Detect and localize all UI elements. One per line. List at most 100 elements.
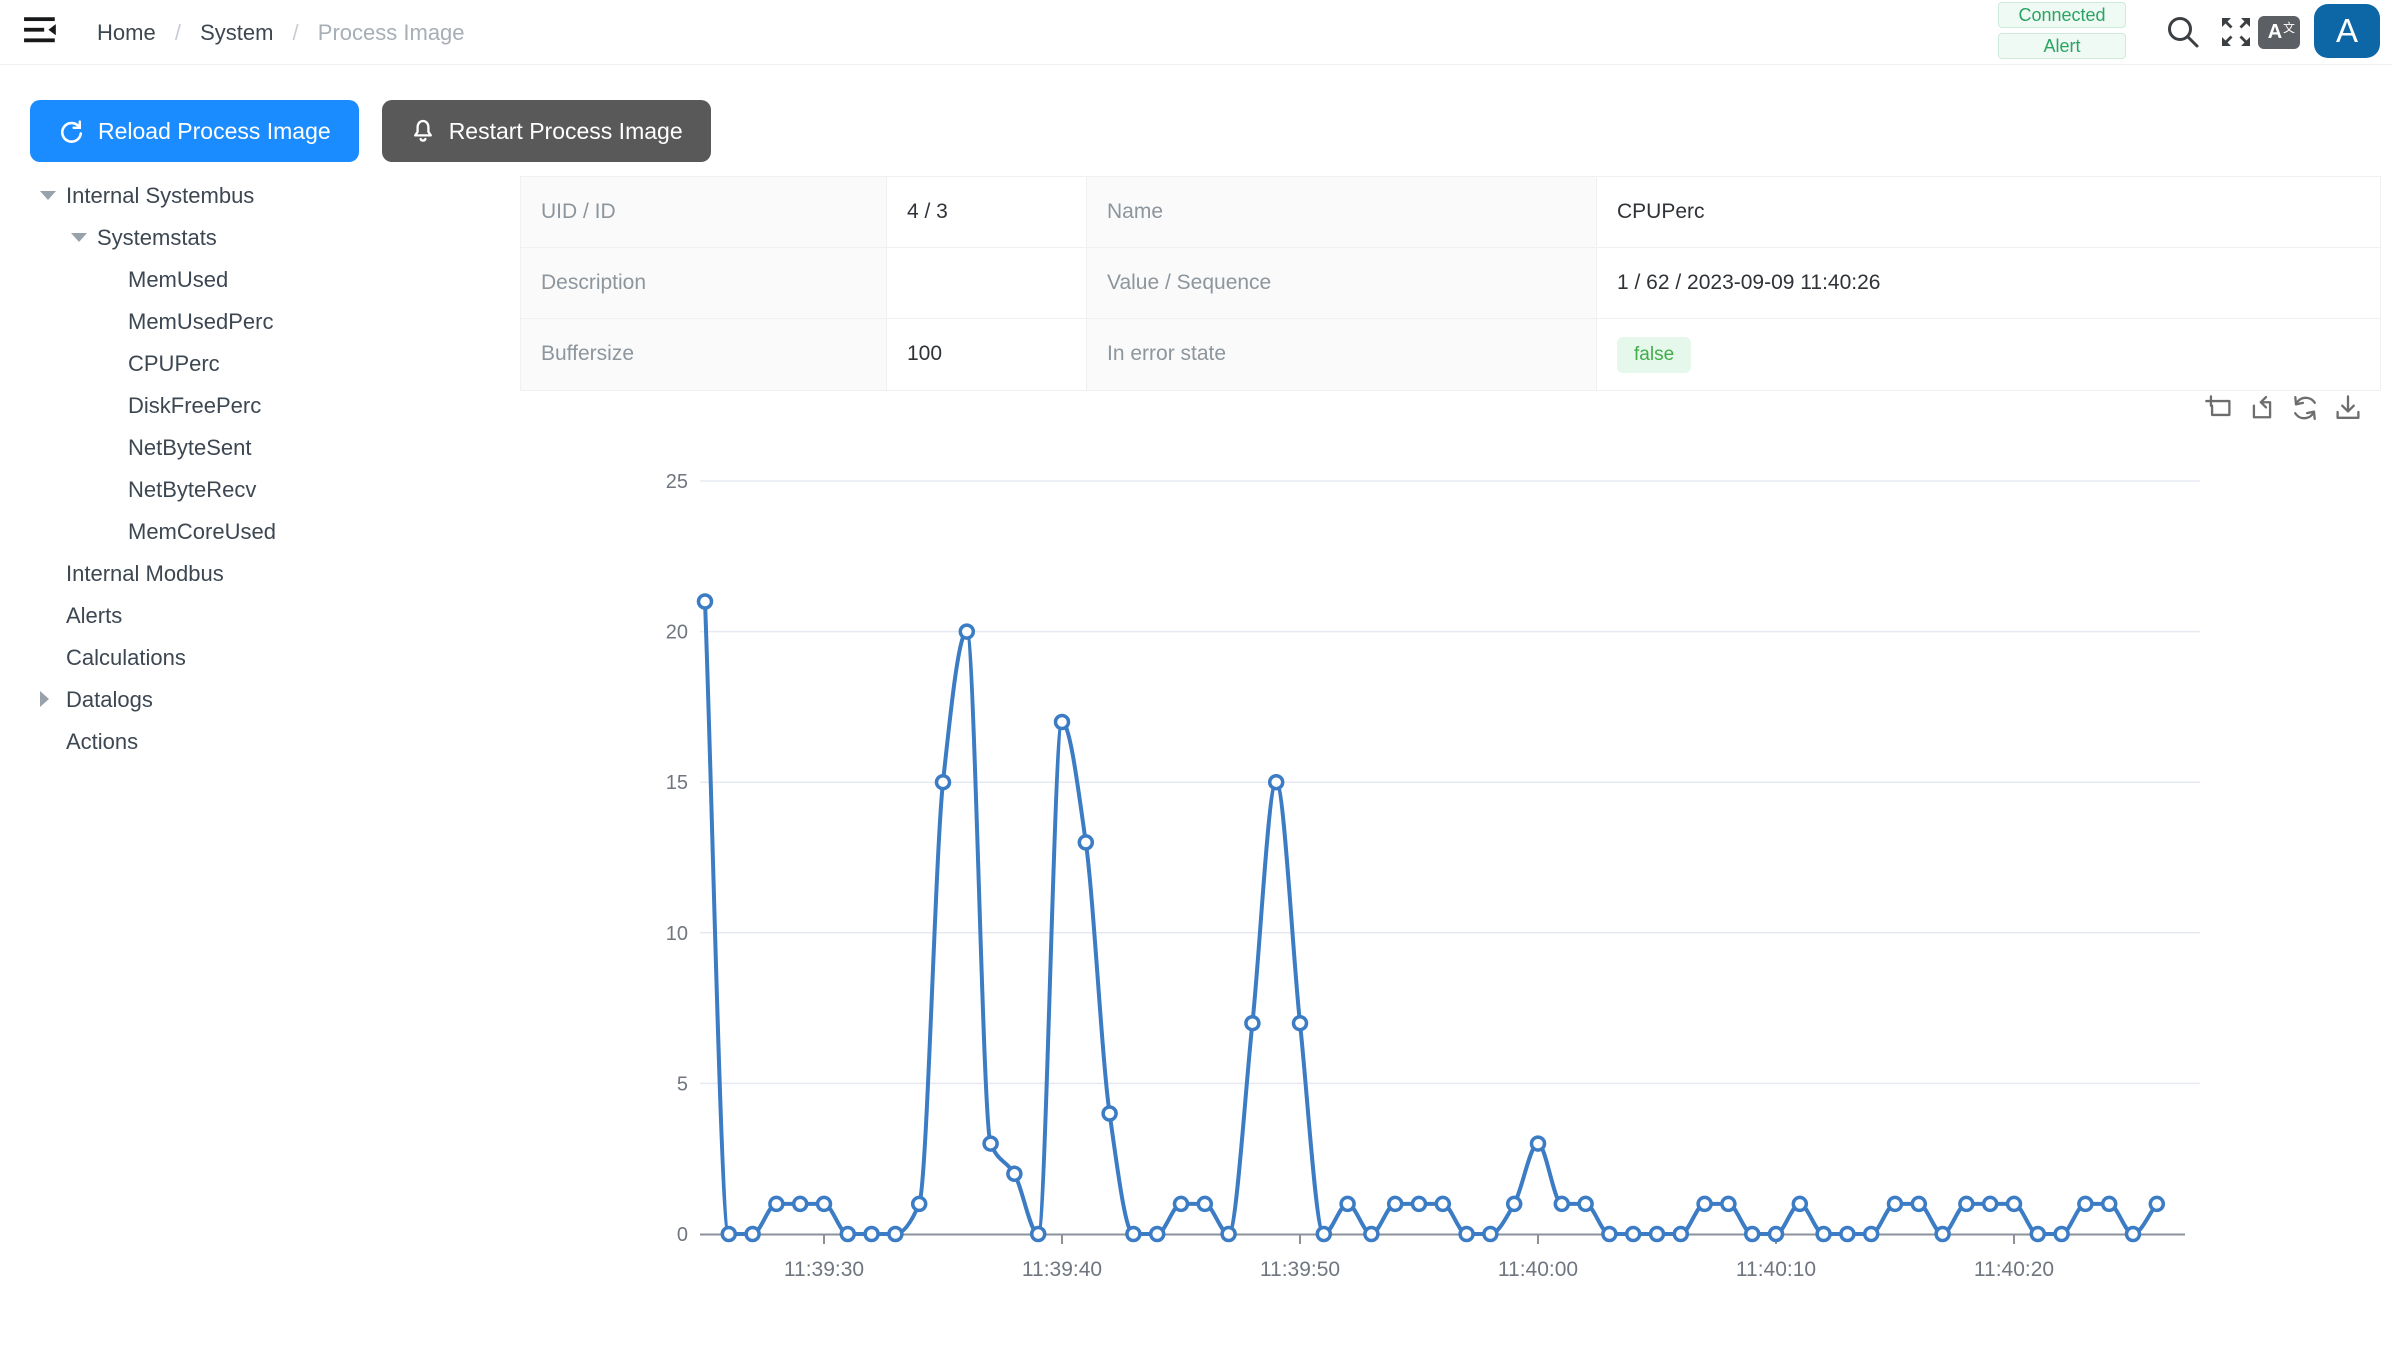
data-point-marker: [2124, 1225, 2142, 1243]
data-point-marker: [887, 1225, 904, 1243]
y-axis-tick-label: 5: [677, 1073, 688, 1095]
breadcrumb: Home / System / Process Image: [97, 0, 465, 65]
tree-item-alerts[interactable]: Alerts: [0, 595, 480, 637]
data-point-marker: [2077, 1195, 2094, 1213]
breadcrumb-home[interactable]: Home: [97, 20, 156, 45]
data-point-marker: [1958, 1195, 1975, 1213]
tree-item-cpuperc[interactable]: CPUPerc: [0, 343, 480, 385]
menu-fold-icon[interactable]: [22, 14, 60, 50]
data-point-marker: [720, 1225, 738, 1243]
tree-item-memused[interactable]: MemUsed: [0, 259, 480, 301]
restart-process-image-button[interactable]: Restart Process Image: [381, 100, 711, 162]
reload-button-label: Reload Process Image: [98, 117, 331, 144]
data-point-marker: [1482, 1225, 1499, 1243]
tree-item-label: DiskFreePerc: [128, 393, 262, 418]
avatar[interactable]: A: [2314, 4, 2380, 58]
zoom-select-icon[interactable]: [2202, 392, 2236, 426]
process-image-actions: Reload Process Image Restart Process Ima…: [30, 100, 711, 162]
data-point-marker: [1244, 1014, 1261, 1032]
breadcrumb-current-page: Process Image: [317, 20, 465, 45]
caret-down-icon[interactable]: [40, 175, 66, 217]
alert-badge: Alert: [1998, 33, 2126, 59]
data-point-marker: [1767, 1225, 1785, 1243]
tree-item-label: NetByteSent: [128, 435, 252, 460]
reload-icon: [61, 119, 83, 143]
fullscreen-icon[interactable]: [2217, 13, 2255, 51]
restore-icon[interactable]: [2288, 392, 2322, 426]
data-point-marker: [1363, 1225, 1380, 1243]
tree-item-label: NetByteRecv: [128, 477, 257, 502]
data-point-marker: [1910, 1195, 1928, 1213]
save-image-icon[interactable]: [2331, 392, 2365, 426]
data-point-marker: [1125, 1225, 1142, 1243]
detail-value: 4 / 3: [887, 177, 1087, 248]
data-point-marker: [958, 623, 976, 640]
y-axis-tick-label: 15: [666, 772, 688, 794]
tree-item-label: Internal Systembus: [66, 183, 255, 208]
data-point-marker: [1672, 1225, 1690, 1243]
tree-item-memcoreused[interactable]: MemCoreUsed: [0, 511, 480, 553]
data-point-marker: [2100, 1195, 2118, 1213]
detail-value: 1 / 62 / 2023-09-09 11:40:26: [1597, 248, 2380, 319]
data-point-marker: [791, 1195, 809, 1213]
breadcrumb-system[interactable]: System: [200, 20, 274, 45]
data-point-marker: [2148, 1195, 2166, 1213]
data-point-marker: [1006, 1165, 1023, 1183]
tree-item-diskfreeperc[interactable]: DiskFreePerc: [0, 385, 480, 427]
data-point-marker: [1172, 1195, 1190, 1213]
tree-item-datalogs[interactable]: Datalogs: [0, 679, 480, 721]
data-point-marker: [1410, 1195, 1428, 1213]
caret-down-icon[interactable]: [71, 217, 97, 259]
data-point-marker: [1553, 1195, 1571, 1213]
tree-item-netbyterecv[interactable]: NetByteRecv: [0, 469, 480, 511]
data-point-marker: [1101, 1105, 1118, 1122]
tree-item-label: MemUsed: [128, 267, 229, 292]
translate-icon[interactable]: A 文: [2258, 16, 2300, 49]
connection-status: Connected Alert: [1998, 2, 2126, 64]
data-point-marker: [863, 1225, 880, 1243]
data-point-marker: [910, 1195, 928, 1213]
tree-item-internal-systembus[interactable]: Internal Systembus: [0, 175, 480, 217]
data-point-marker: [1624, 1225, 1642, 1243]
data-point-marker: [1886, 1195, 1904, 1213]
tree-item-label: Internal Modbus: [66, 561, 224, 586]
cpuperc-series-line: [703, 601, 2159, 1236]
reload-process-image-button[interactable]: Reload Process Image: [30, 100, 359, 162]
data-point-marker: [1529, 1135, 1547, 1152]
data-point-marker: [1220, 1225, 1237, 1243]
tree-item-actions[interactable]: Actions: [0, 721, 480, 763]
y-axis-tick-label: 0: [677, 1224, 688, 1246]
detail-value: 100: [887, 319, 1087, 390]
detail-label: Buffersize: [521, 319, 887, 390]
tree-item-label: MemCoreUsed: [128, 519, 276, 544]
x-axis-tick-label: 11:39:30: [784, 1258, 864, 1281]
data-point-marker: [768, 1195, 785, 1213]
data-point-marker: [1648, 1225, 1666, 1243]
tree-item-systemstats[interactable]: Systemstats: [0, 217, 480, 259]
tree-item-label: CPUPerc: [128, 351, 220, 376]
data-point-marker: [934, 773, 952, 791]
data-point-marker: [1053, 713, 1071, 731]
data-point-marker: [1458, 1225, 1475, 1243]
tree-item-netbytesent[interactable]: NetByteSent: [0, 427, 480, 469]
search-icon[interactable]: [2164, 13, 2202, 51]
detail-label: In error state: [1087, 319, 1597, 390]
tree-item-calculations[interactable]: Calculations: [0, 637, 480, 679]
tree-item-memusedperc[interactable]: MemUsedPerc: [0, 301, 480, 343]
chart-toolbox: [2202, 392, 2365, 426]
restart-button-label: Restart Process Image: [448, 117, 683, 144]
data-point-marker: [815, 1195, 833, 1213]
tree-item-label: Alerts: [66, 603, 123, 628]
data-point-marker: [1505, 1195, 1523, 1213]
detail-label: UID / ID: [521, 177, 887, 248]
detail-value: CPUPerc: [1597, 177, 2380, 248]
caret-right-icon[interactable]: [40, 679, 66, 721]
app-header: Home / System / Process Image Connected …: [0, 0, 2392, 65]
y-axis-tick-label: 25: [666, 471, 688, 493]
zoom-back-icon[interactable]: [2245, 392, 2279, 426]
data-point-marker: [1743, 1225, 1761, 1243]
x-axis-tick-label: 11:40:10: [1736, 1258, 1816, 1281]
variable-details-table: UID / ID 4 / 3 Name CPUPerc Description Value…: [520, 176, 2381, 391]
tree-item-internal-modbus[interactable]: Internal Modbus: [0, 553, 480, 595]
data-point-marker: [1601, 1225, 1618, 1243]
